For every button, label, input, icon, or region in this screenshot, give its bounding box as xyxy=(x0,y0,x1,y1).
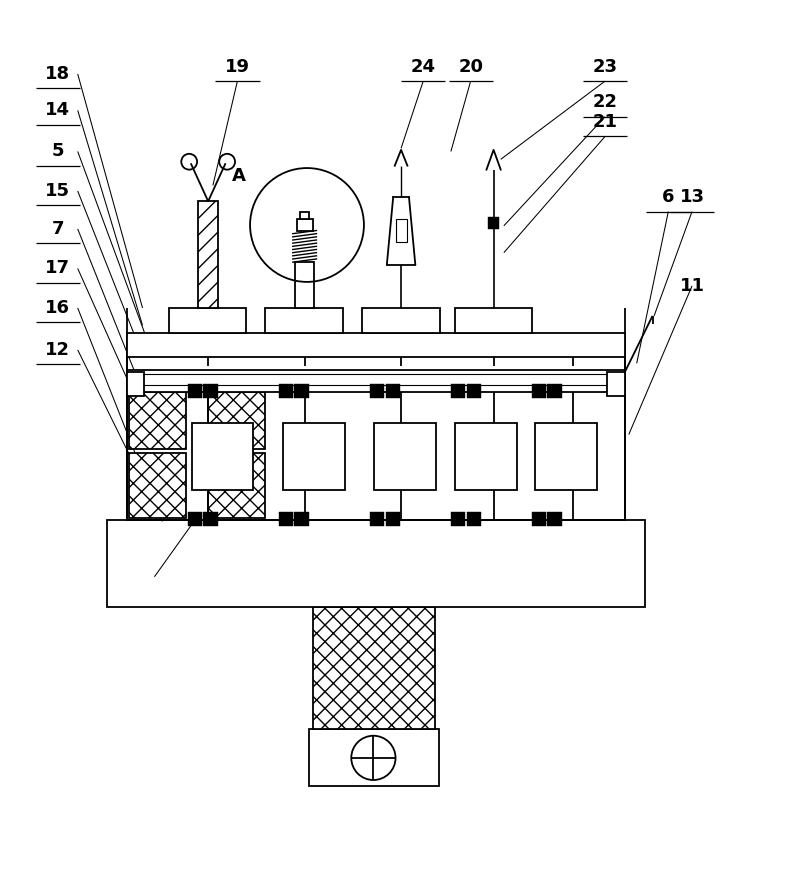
Bar xyxy=(308,729,439,786)
Bar xyxy=(265,308,343,334)
Bar xyxy=(127,372,144,395)
Bar xyxy=(129,392,186,448)
Bar xyxy=(362,308,439,334)
Text: 23: 23 xyxy=(593,58,618,76)
Bar xyxy=(169,308,246,334)
Bar xyxy=(451,384,465,398)
Bar xyxy=(198,202,218,308)
Text: 6: 6 xyxy=(662,189,674,206)
Bar xyxy=(535,422,597,490)
Bar xyxy=(312,607,435,729)
Bar xyxy=(451,512,465,527)
Text: 5: 5 xyxy=(52,143,64,161)
Bar xyxy=(294,384,308,398)
Text: 24: 24 xyxy=(411,58,435,76)
Bar xyxy=(607,372,625,395)
Bar xyxy=(209,453,265,518)
Text: 15: 15 xyxy=(46,182,70,200)
Bar xyxy=(127,369,625,392)
Bar xyxy=(127,334,625,357)
Text: 18: 18 xyxy=(46,65,70,83)
Bar xyxy=(296,220,312,230)
Bar xyxy=(188,512,202,527)
Bar xyxy=(204,384,217,398)
Text: 7: 7 xyxy=(52,220,64,238)
Bar xyxy=(488,217,499,229)
Bar xyxy=(455,422,516,490)
Bar xyxy=(531,384,546,398)
Bar xyxy=(129,453,186,518)
Bar xyxy=(295,262,314,308)
Text: 20: 20 xyxy=(458,58,483,76)
Text: 17: 17 xyxy=(46,260,70,277)
Bar xyxy=(188,384,202,398)
Bar xyxy=(300,211,309,220)
Bar xyxy=(294,512,308,527)
Bar xyxy=(279,512,292,527)
Bar xyxy=(127,346,625,520)
Bar xyxy=(279,384,292,398)
Bar xyxy=(370,512,384,527)
Text: 22: 22 xyxy=(593,94,618,111)
Bar xyxy=(386,384,400,398)
Bar xyxy=(467,384,481,398)
Bar xyxy=(370,384,384,398)
Text: 14: 14 xyxy=(46,102,70,119)
Bar xyxy=(374,422,436,490)
Text: 13: 13 xyxy=(679,189,705,206)
Text: 21: 21 xyxy=(593,113,618,131)
Bar xyxy=(467,512,481,527)
Bar xyxy=(284,422,345,490)
Bar xyxy=(204,512,217,527)
Bar xyxy=(396,219,407,242)
Bar xyxy=(547,512,562,527)
Bar xyxy=(107,520,645,607)
Bar xyxy=(531,512,546,527)
Text: 16: 16 xyxy=(46,299,70,317)
Text: 12: 12 xyxy=(46,341,70,359)
Bar xyxy=(209,392,265,448)
Bar xyxy=(455,308,532,334)
Text: 11: 11 xyxy=(679,277,705,295)
Text: 19: 19 xyxy=(225,58,250,76)
Bar xyxy=(192,422,253,490)
Bar xyxy=(386,512,400,527)
Bar xyxy=(547,384,562,398)
Polygon shape xyxy=(387,197,415,264)
Text: A: A xyxy=(233,167,246,185)
